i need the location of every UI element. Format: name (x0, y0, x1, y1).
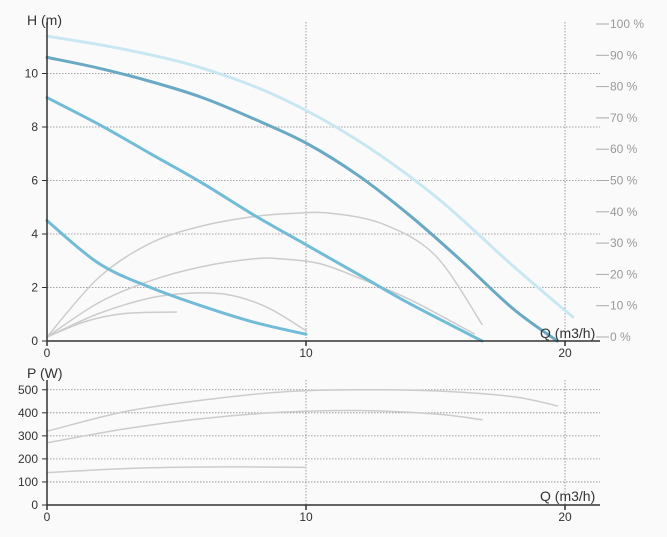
head-x-axis-title: Q (m3/h) (540, 325, 595, 341)
power-tick-labels: 0 100 200 300 400 500 0 10 20 (18, 383, 572, 524)
efficiency-curve-7 (46, 311, 178, 338)
efficiency-tick-label: 20 % (610, 267, 638, 281)
efficiency-curve-5 (46, 257, 476, 338)
head-axes (46, 22, 600, 342)
power-x-tick-label: 10 (299, 510, 313, 524)
efficiency-tick-label: 70 % (610, 111, 638, 125)
power-x-tick-label: 20 (558, 510, 572, 524)
power-y-tick-label: 300 (18, 429, 38, 443)
efficiency-tick-label: 40 % (610, 205, 638, 219)
power-flow-panel: 0 100 200 300 400 500 0 10 20 P (W) Q (m3/h) (18, 365, 600, 524)
efficiency-curve-6 (46, 292, 307, 338)
power-y-tick-label: 200 (18, 452, 38, 466)
efficiency-tick-label: 0 % (610, 330, 631, 344)
head-x-tick-label: 20 (558, 346, 572, 360)
power-axes (46, 380, 600, 506)
head-grid (42, 22, 609, 346)
power-curve-2 (46, 466, 307, 474)
power-y-tick-label: 500 (18, 383, 38, 397)
efficiency-tick-label: 50 % (610, 174, 638, 188)
efficiency-tick-label: 80 % (610, 80, 638, 94)
power-x-axis-title: Q (m3/h) (540, 488, 595, 504)
efficiency-tick-label: 30 % (610, 236, 638, 250)
efficiency-tick-label: 60 % (610, 142, 638, 156)
head-tick-labels: 0 2 4 6 8 10 0 10 20 0 % 10 % 20 % 30 % 40 % 50 % 60 % 7… (25, 17, 645, 360)
head-curve-2 (45, 219, 308, 336)
head-series (45, 34, 575, 343)
power-y-tick-label: 0 (31, 498, 38, 512)
power-y-tick-label: 400 (18, 406, 38, 420)
head-y-tick-label: 8 (31, 120, 38, 134)
power-x-tick-label: 0 (44, 510, 51, 524)
head-curve-1 (45, 96, 484, 343)
power-curve-0 (46, 388, 558, 432)
head-y-tick-label: 4 (31, 227, 38, 241)
head-y-tick-label: 2 (31, 281, 38, 295)
efficiency-tick-label: 100 % (610, 17, 644, 31)
efficiency-tick-label: 90 % (610, 48, 638, 62)
power-curve-1 (46, 409, 483, 444)
head-x-tick-label: 0 (44, 346, 51, 360)
power-grid (42, 380, 600, 510)
head-y-tick-label: 10 (25, 67, 39, 81)
efficiency-tick-label: 10 % (610, 299, 638, 313)
npsh-curve-3 (45, 34, 575, 319)
head-y-axis-title: H (m) (27, 12, 62, 28)
efficiency-curve-4 (46, 211, 483, 338)
power-y-axis-title: P (W) (27, 365, 63, 381)
head-y-tick-label: 0 (31, 334, 38, 348)
power-y-tick-label: 100 (18, 475, 38, 489)
head-x-tick-label: 10 (299, 346, 313, 360)
head-curve-0 (45, 55, 559, 343)
head-flow-panel: 0 2 4 6 8 10 0 10 20 0 % 10 % 20 % 30 % 40 % 50 % 60 % 7… (25, 12, 645, 360)
head-y-tick-label: 6 (31, 174, 38, 188)
power-series (46, 388, 558, 474)
